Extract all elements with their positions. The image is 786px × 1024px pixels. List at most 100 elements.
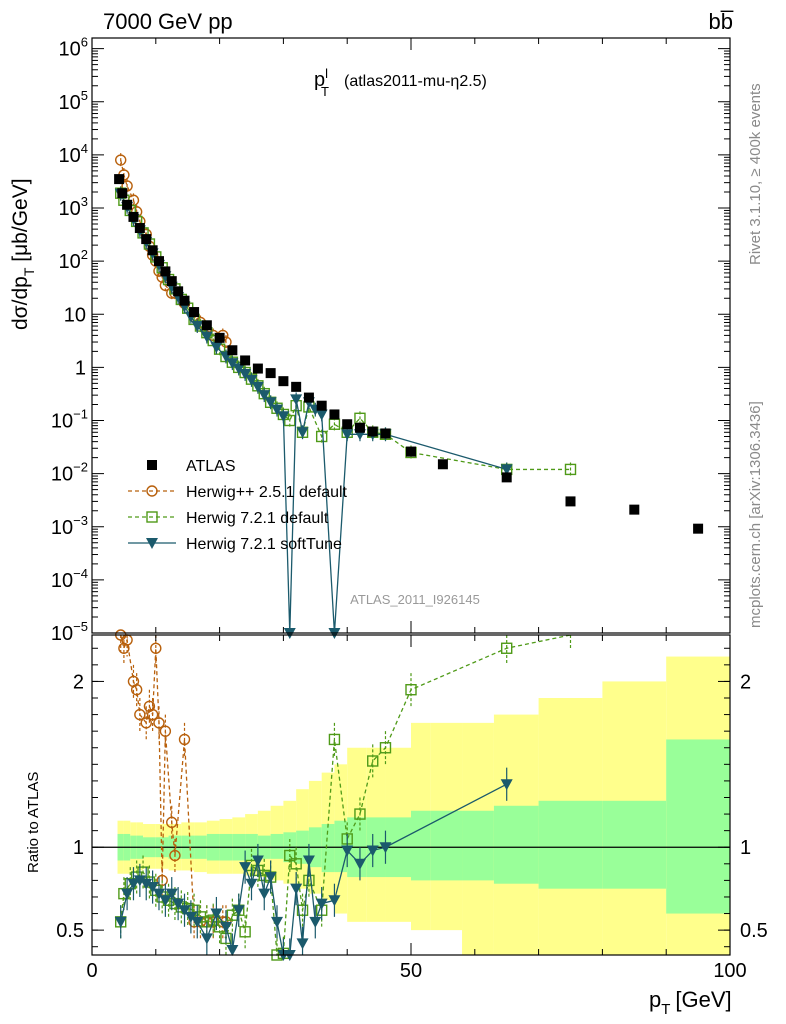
softtune-point-top <box>226 358 239 370</box>
atlas-point <box>173 286 184 297</box>
herwig721-point-ratio <box>296 904 309 916</box>
softtune-point-ratio <box>290 883 303 895</box>
legend-label: ATLAS <box>186 458 236 475</box>
legend-label: Herwig++ 2.5.1 default <box>186 484 348 501</box>
axes-layer: 10−510−410−310−210−11101021031041051060.… <box>51 35 768 982</box>
softtune-point-top <box>239 369 252 381</box>
x-axis-label-rest: [GeV] <box>675 987 731 1012</box>
atlas-point <box>367 426 378 437</box>
y-tick-label-top: 102 <box>59 247 88 273</box>
herwigpp-point-ratio <box>134 708 146 721</box>
herwigpp-point-ratio <box>159 725 172 737</box>
softtune-point-top <box>251 381 264 393</box>
herwigpp-point-ratio <box>130 684 143 696</box>
herwig721-point-ratio <box>239 926 251 938</box>
softtune-point-ratio <box>251 855 264 867</box>
y-tick-label-top: 10 <box>64 304 86 326</box>
legend-label: Herwig 7.2.1 softTune <box>186 536 342 553</box>
softtune-point-ratio <box>309 916 322 928</box>
legend-marker <box>146 538 158 549</box>
herwig721-point-ratio <box>207 914 219 926</box>
x-tick-label: 50 <box>400 960 422 982</box>
y-axis-label-top: dσ/dpT [μb/GeV] <box>9 178 37 330</box>
softtune-point-top <box>264 397 277 409</box>
atlas-point <box>354 422 365 433</box>
softtune-point-top <box>200 331 213 343</box>
plot-title-main: p <box>314 69 325 91</box>
y-tick-label-ratio-right: 0.5 <box>740 920 768 942</box>
softtune-point-ratio <box>500 779 513 791</box>
legend-item-data: ATLAS <box>147 458 236 475</box>
softtune-line-top <box>120 193 507 634</box>
y-tick-label-top: 104 <box>59 141 88 167</box>
band-inner <box>462 810 494 881</box>
softtune-point-ratio <box>271 916 284 928</box>
y-tick-label-top: 106 <box>59 35 88 61</box>
softtune-point-ratio <box>152 888 165 900</box>
softtune-point-ratio <box>210 908 223 920</box>
atlas-point <box>501 472 512 483</box>
analysis-label: ATLAS_2011_I926145 <box>350 592 480 607</box>
softtune-point-ratio <box>140 878 153 890</box>
legend-item-herwigpp: Herwig++ 2.5.1 default <box>128 484 348 501</box>
band-inner <box>270 833 284 859</box>
atlas-point <box>629 504 640 515</box>
softtune-point-top <box>315 409 328 421</box>
atlas-point <box>179 295 190 306</box>
softtune-point-top <box>500 464 513 476</box>
rivet-label: Rivet 3.1.10, ≥ 400k events <box>747 83 764 265</box>
y-tick-label-top: 10−3 <box>51 513 88 539</box>
softtune-point-ratio <box>296 938 309 950</box>
herwig721-point-top <box>564 463 577 476</box>
atlas-point <box>240 355 251 366</box>
herwigpp-point-ratio <box>169 849 181 862</box>
y-tick-label-top: 105 <box>59 88 88 114</box>
herwigpp-line-top <box>120 159 227 343</box>
x-axis-label-main: p <box>649 987 661 1012</box>
plot-title-sub: T <box>321 84 329 99</box>
herwigpp-point-ratio <box>150 642 162 654</box>
softtune-point-ratio <box>133 875 146 887</box>
atlas-point <box>122 199 133 210</box>
band-inner <box>411 810 431 881</box>
header-right: bb̅ <box>709 9 734 34</box>
herwigpp-point-ratio <box>153 717 165 729</box>
softtune-point-ratio <box>200 933 213 945</box>
softtune-point-ratio <box>341 845 354 857</box>
atlas-point <box>128 211 139 222</box>
softtune-point-ratio <box>172 898 185 910</box>
atlas-point <box>153 256 164 267</box>
softtune-point-ratio <box>226 945 239 957</box>
softtune-point-ratio <box>245 878 258 890</box>
atlas-point <box>693 523 704 534</box>
softtune-point-top <box>290 394 303 406</box>
y-tick-label-top: 10−5 <box>51 619 88 645</box>
softtune-point-ratio <box>191 916 204 928</box>
legend: ATLAS Herwig++ 2.5.1 default Herwig 7.2.1 … <box>128 458 348 553</box>
softtune-point-ratio <box>239 862 252 874</box>
y-tick-label-top: 1 <box>75 357 86 379</box>
atlas-point <box>437 459 448 470</box>
series-layer <box>92 153 730 961</box>
x-axis-label-sub: T <box>661 1001 670 1018</box>
softtune-point-ratio <box>178 905 191 917</box>
atlas-point <box>252 363 263 374</box>
atlas-point <box>201 320 212 331</box>
y-tick-label-ratio: 0.5 <box>56 920 84 942</box>
softtune-point-top <box>232 363 245 375</box>
band-inner <box>493 805 539 884</box>
y-tick-label-ratio: 1 <box>73 837 84 859</box>
y-tick-label-ratio-right: 1 <box>740 837 751 859</box>
legend-label: Herwig 7.2.1 default <box>186 510 329 527</box>
band-inner <box>666 739 730 914</box>
ratio-uncertainty-bands <box>117 656 730 955</box>
x-tick-label: 100 <box>713 960 746 982</box>
atlas-point <box>117 188 128 199</box>
softtune-point-top <box>210 342 223 354</box>
softtune-point-ratio <box>366 845 379 857</box>
softtune-point-ratio <box>219 921 232 933</box>
herwigpp-point-ratio <box>166 816 178 829</box>
band-inner <box>430 810 463 881</box>
softtune-point-ratio <box>353 858 366 870</box>
atlas-point <box>316 400 327 411</box>
